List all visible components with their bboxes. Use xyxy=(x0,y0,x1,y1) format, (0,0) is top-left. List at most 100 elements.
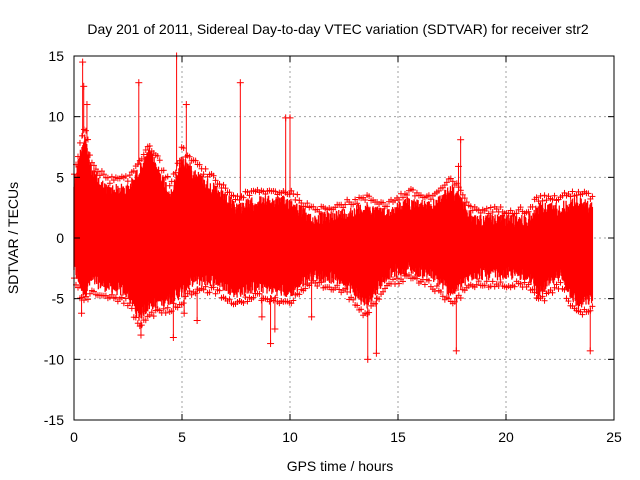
outlier-marker xyxy=(137,331,145,339)
data-point-marker xyxy=(126,172,133,179)
data-point-marker xyxy=(86,290,93,297)
data-point-marker xyxy=(362,196,369,203)
data-point-marker xyxy=(451,298,458,305)
outlier-marker xyxy=(193,317,201,325)
data-point-marker xyxy=(525,281,532,288)
data-point-marker xyxy=(475,278,482,285)
data-point-marker xyxy=(160,305,167,312)
data-point-marker xyxy=(108,291,115,298)
plot-frame xyxy=(73,55,615,421)
data-point-marker xyxy=(104,174,111,181)
data-point-marker xyxy=(380,199,387,206)
data-point-marker xyxy=(421,281,428,288)
data-point-marker xyxy=(497,204,504,211)
data-point-marker xyxy=(443,179,450,186)
data-point-marker xyxy=(156,157,163,164)
data-point-marker xyxy=(244,298,251,305)
data-point-marker xyxy=(561,286,568,293)
data-point-marker xyxy=(551,192,558,199)
data-point-marker xyxy=(222,185,229,192)
data-point-marker xyxy=(529,286,536,293)
data-point-marker xyxy=(433,283,440,290)
data-point-marker xyxy=(366,309,373,316)
data-point-marker xyxy=(230,192,237,199)
data-point-marker xyxy=(549,289,556,296)
data-point-marker xyxy=(425,192,432,199)
data-point-marker xyxy=(138,322,145,329)
outlier-marker xyxy=(83,101,91,109)
data-point-marker xyxy=(164,173,171,180)
outlier-marker xyxy=(364,355,372,363)
data-point-marker xyxy=(128,305,135,312)
data-point-marker xyxy=(296,291,303,298)
data-point-marker xyxy=(166,182,173,189)
data-point-marker xyxy=(146,142,153,149)
data-point-marker xyxy=(358,306,365,313)
data-point-marker xyxy=(246,192,253,199)
data-point-marker xyxy=(531,289,538,296)
x-tick-label: 0 xyxy=(70,429,78,445)
data-point-marker xyxy=(437,288,444,295)
data-point-marker xyxy=(533,194,540,201)
axis-ticks: 0 5 10 15 20 25 -15 -10 -5 0 5 10 15 xyxy=(44,48,622,445)
data-point-marker xyxy=(312,279,319,286)
data-point-marker xyxy=(302,203,309,210)
data-point-marker xyxy=(172,169,179,176)
data-point-marker xyxy=(439,293,446,300)
data-point-marker xyxy=(180,145,187,152)
data-point-marker xyxy=(182,293,189,300)
data-point-marker xyxy=(126,300,133,307)
data-point-marker xyxy=(403,192,410,199)
data-point-marker xyxy=(74,153,81,160)
data-point-marker xyxy=(394,275,401,282)
data-point-marker xyxy=(517,280,524,287)
y-tick-label: -10 xyxy=(44,351,64,367)
data-point-marker xyxy=(352,196,359,203)
data-points xyxy=(71,52,596,363)
data-point-marker xyxy=(130,167,137,174)
outlier-marker xyxy=(180,309,188,317)
data-point-marker xyxy=(497,279,504,286)
data-point-marker xyxy=(511,283,518,290)
x-tick-label: 25 xyxy=(606,429,622,445)
data-point-marker xyxy=(142,146,149,153)
data-point-marker xyxy=(399,278,406,285)
data-point-marker xyxy=(106,180,113,187)
data-point-marker xyxy=(589,193,596,200)
data-point-marker xyxy=(573,192,580,199)
data-point-marker xyxy=(154,152,161,159)
data-point-marker xyxy=(202,283,209,290)
outlier-marker xyxy=(586,347,594,355)
data-point-marker xyxy=(477,209,484,216)
data-point-marker xyxy=(196,161,203,168)
data-point-marker xyxy=(112,294,119,301)
data-point-marker xyxy=(168,178,175,185)
data-point-marker xyxy=(316,208,323,215)
data-point-marker xyxy=(140,151,147,158)
data-point-marker xyxy=(84,136,91,143)
data-point-marker xyxy=(134,161,141,168)
data-point-marker xyxy=(288,187,295,194)
data-point-marker xyxy=(132,314,139,321)
data-point-marker xyxy=(541,192,548,199)
data-point-marker xyxy=(461,195,468,202)
data-point-marker xyxy=(90,162,97,169)
data-point-marker xyxy=(567,193,574,200)
data-point-marker xyxy=(186,288,193,295)
data-point-marker xyxy=(298,200,305,207)
data-point-marker xyxy=(294,191,301,198)
outlier-marker xyxy=(79,58,87,66)
data-point-marker xyxy=(579,311,586,318)
data-point-marker xyxy=(489,209,496,216)
data-point-marker xyxy=(372,300,379,307)
data-point-marker xyxy=(513,210,520,217)
data-point-marker xyxy=(84,296,91,303)
data-point-marker xyxy=(176,157,183,164)
data-point-marker xyxy=(142,317,149,324)
data-point-marker xyxy=(569,188,576,195)
data-point-marker xyxy=(262,191,269,198)
data-point-marker xyxy=(525,208,532,215)
data-point-marker xyxy=(354,200,361,207)
data-point-marker xyxy=(483,278,490,285)
data-point-marker xyxy=(405,271,412,278)
